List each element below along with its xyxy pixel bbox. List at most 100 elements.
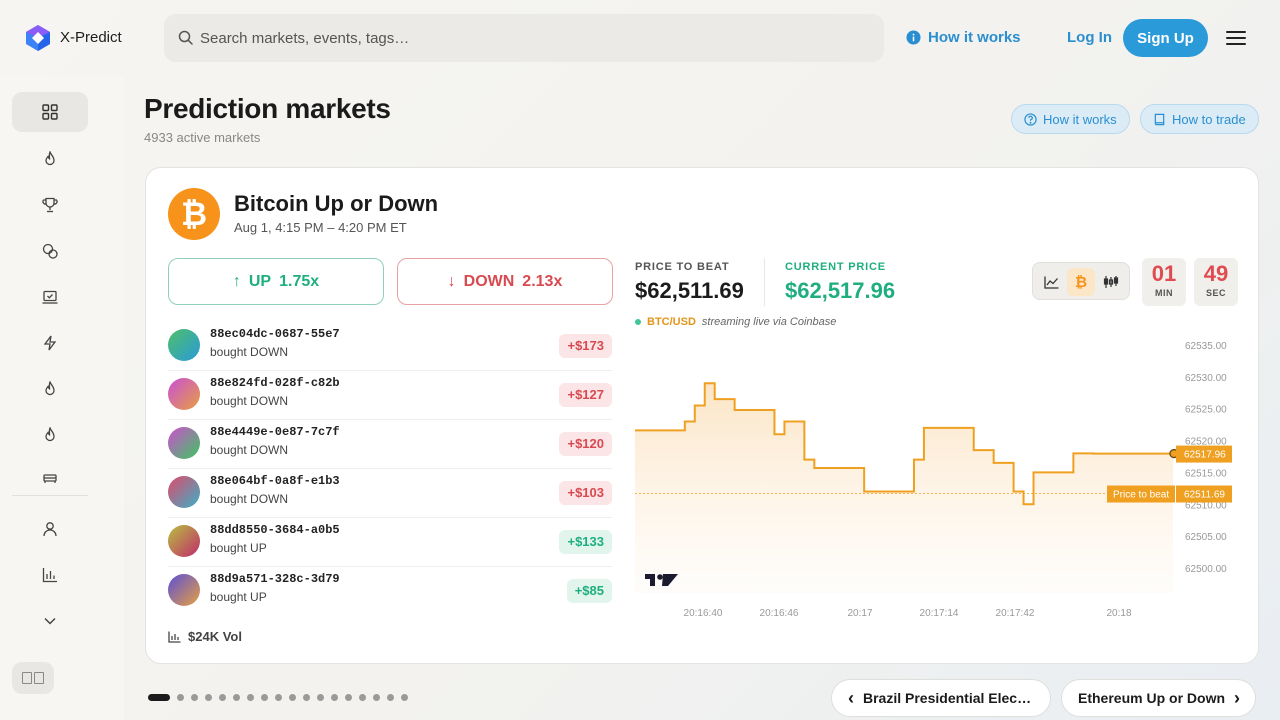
signup-button[interactable]: Sign Up <box>1123 19 1208 57</box>
carousel-dot[interactable] <box>261 694 268 701</box>
trade-amount: +$120 <box>559 432 612 456</box>
up-odds: 1.75x <box>279 272 320 290</box>
current-price-tag-value: 62517.96 <box>1184 450 1226 461</box>
carousel-dot[interactable] <box>177 694 184 701</box>
sidebar-item-portfolio[interactable] <box>12 277 88 317</box>
carousel-dot[interactable] <box>289 694 296 701</box>
candlestick-toggle[interactable] <box>1097 268 1125 296</box>
sidebar-expand[interactable] <box>12 601 88 641</box>
flame-icon <box>45 427 55 442</box>
avatar <box>168 329 200 361</box>
y-tick-label: 62525.00 <box>1185 405 1227 416</box>
x-tick-label: 20:17:42 <box>996 608 1035 619</box>
price-to-beat-tag: Price to beat 62511.69 <box>1107 485 1232 503</box>
up-label: UP <box>248 272 272 290</box>
how-it-works-pill[interactable]: How it works <box>1011 104 1130 134</box>
carousel-dot[interactable] <box>401 694 408 701</box>
bitcoin-icon: ₿ <box>168 188 220 240</box>
carousel-dot[interactable] <box>233 694 240 701</box>
market-card[interactable]: ₿ Bitcoin Up or Down Aug 1, 4:15 PM – 4:… <box>145 167 1259 664</box>
carousel-dot[interactable] <box>205 694 212 701</box>
how-to-trade-pill[interactable]: How to trade <box>1140 104 1259 134</box>
how-it-works-label: How it works <box>928 29 1021 46</box>
trader-id: 88e824fd-028f-c82b <box>210 376 340 390</box>
info-icon <box>906 30 921 45</box>
prev-market-button[interactable]: ‹ Brazil Presidential Elec… <box>831 679 1051 717</box>
x-tick-label: 20:17:14 <box>920 608 959 619</box>
x-tick-label: 20:16:40 <box>684 608 723 619</box>
trade-action: bought UP <box>210 590 267 604</box>
search-input[interactable] <box>200 14 860 62</box>
price-chart[interactable]: 62535.00 62530.00 62525.00 62520.00 62515.00… <box>635 333 1243 623</box>
trade-row[interactable]: 88e064bf-0a8f-e1b3 bought DOWN +$103 <box>168 469 612 518</box>
trade-row[interactable]: 88e4449e-0e87-7c7f bought DOWN +$120 <box>168 420 612 469</box>
market-title[interactable]: Bitcoin Up or Down <box>234 191 439 216</box>
sidebar-item-live[interactable] <box>12 323 88 363</box>
carousel-dot[interactable] <box>303 694 310 701</box>
trader-id: 88e064bf-0a8f-e1b3 <box>210 474 340 488</box>
brand-name[interactable]: X-Predict <box>60 29 122 46</box>
trade-amount: +$133 <box>559 530 612 554</box>
sidebar-item-sports[interactable] <box>12 458 88 498</box>
tradingview-logo[interactable] <box>645 574 678 586</box>
trophy-icon <box>42 197 58 213</box>
price-to-beat-value: $62,511.69 <box>635 278 744 303</box>
carousel-dot[interactable] <box>331 694 338 701</box>
carousel-dot[interactable] <box>247 694 254 701</box>
sidebar-item-popular[interactable] <box>12 415 88 455</box>
avatar <box>168 574 200 606</box>
sidebar-item-profile[interactable] <box>12 509 88 549</box>
buy-up-button[interactable]: ↑ UP 1.75x <box>168 258 384 305</box>
login-link[interactable]: Log In <box>1067 29 1112 46</box>
timer-seconds-value: 49 <box>1203 261 1229 286</box>
carousel-dot[interactable] <box>373 694 380 701</box>
sidebar-item-hot[interactable] <box>12 369 88 409</box>
carousel-dot[interactable] <box>387 694 394 701</box>
logo-icon[interactable] <box>24 24 52 52</box>
x-tick-label: 20:16:46 <box>760 608 799 619</box>
carousel-dot[interactable] <box>148 694 170 701</box>
carousel-dot[interactable] <box>191 694 198 701</box>
chevron-left-icon: ‹ <box>848 687 854 708</box>
carousel-dot[interactable] <box>275 694 282 701</box>
user-icon <box>43 522 57 537</box>
trade-amount: +$85 <box>566 579 612 603</box>
sidebar-item-trending[interactable] <box>12 139 88 179</box>
y-tick-label: 62500.00 <box>1185 564 1227 575</box>
trader-id: 88d9a571-328c-3d79 <box>210 572 340 586</box>
down-label: DOWN <box>463 272 515 290</box>
laptop-check-icon <box>42 290 58 304</box>
sidebar-layout-toggle[interactable] <box>12 662 54 694</box>
y-tick-label: 62530.00 <box>1185 373 1227 384</box>
trade-row[interactable]: 88dd8550-3684-a0b5 bought UP +$133 <box>168 518 612 567</box>
how-it-works-link[interactable]: How it works <box>906 29 1021 46</box>
carousel-dot[interactable] <box>317 694 324 701</box>
price-area <box>635 383 1173 593</box>
flame-icon <box>45 151 55 166</box>
buy-down-button[interactable]: ↓ DOWN 2.13x <box>397 258 613 305</box>
sidebar-item-markets[interactable] <box>12 92 88 132</box>
hamburger-menu-icon[interactable] <box>1226 28 1246 48</box>
next-market-button[interactable]: Ethereum Up or Down › <box>1061 679 1256 717</box>
trade-row[interactable]: 88e824fd-028f-c82b bought DOWN +$127 <box>168 371 612 420</box>
line-chart-toggle[interactable] <box>1037 268 1065 296</box>
carousel-dot[interactable] <box>359 694 366 701</box>
carousel-dot[interactable] <box>219 694 226 701</box>
trade-row[interactable]: 88ec04dc-0687-55e7 bought DOWN +$173 <box>168 322 612 371</box>
sidebar-item-stats[interactable] <box>12 555 88 595</box>
timer-minutes-label: MIN <box>1155 288 1173 298</box>
bitcoin-chart-toggle[interactable]: ₿ <box>1067 268 1095 296</box>
sidebar-item-coins[interactable] <box>12 231 88 271</box>
search-bar[interactable] <box>164 14 884 62</box>
avatar <box>168 378 200 410</box>
stream-text: streaming live via Coinbase <box>701 316 837 328</box>
sidebar-item-leaderboard[interactable] <box>12 185 88 225</box>
timer-seconds: 49 SEC <box>1194 258 1238 306</box>
y-tick-label: 62510.00 <box>1185 500 1227 511</box>
how-to-trade-pill-label: How to trade <box>1172 111 1246 127</box>
carousel-dot[interactable] <box>345 694 352 701</box>
stream-status: BTC/USD streaming live via Coinbase <box>635 316 836 328</box>
line-chart-icon <box>1043 276 1058 289</box>
sidebar <box>0 76 124 720</box>
trade-row[interactable]: 88d9a571-328c-3d79 bought UP +$85 <box>168 567 612 616</box>
